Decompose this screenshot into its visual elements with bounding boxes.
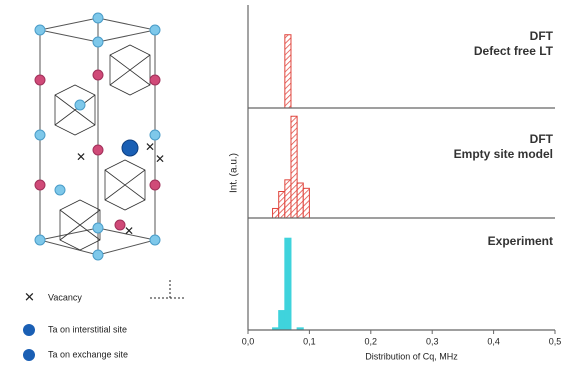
- bar: [285, 180, 291, 218]
- x-tick-label: 0,0: [242, 336, 255, 346]
- octahedron: [110, 45, 150, 95]
- structure-legend: ✕ Vacancy Ta on interstitial site Ta on …: [23, 289, 128, 361]
- svg-text:✕: ✕: [124, 224, 134, 238]
- legend-marker: ✕: [24, 289, 35, 304]
- legend-marker: [23, 324, 35, 336]
- bar: [279, 192, 285, 219]
- crystal-structure: ✕✕ ✕✕: [35, 13, 185, 298]
- bar: [297, 183, 303, 218]
- bar: [291, 116, 297, 218]
- x-tick-label: 0,2: [365, 336, 378, 346]
- axes-icon: [150, 280, 185, 298]
- x-axis-label: Distribution of Cq, MHz: [365, 351, 458, 361]
- bar: [285, 35, 291, 108]
- x-tick-label: 0,1: [303, 336, 316, 346]
- unit-cell: [40, 18, 155, 255]
- svg-text:✕: ✕: [76, 150, 86, 164]
- bar: [285, 238, 291, 330]
- panel-label: Experiment: [488, 234, 553, 248]
- y-axis-label: Int. (a.u.): [229, 153, 240, 193]
- bar: [279, 311, 285, 330]
- bar: [273, 208, 279, 218]
- panel-label: Empty site model: [454, 147, 553, 161]
- ta-interstitial: [122, 140, 138, 156]
- bar: [303, 188, 309, 218]
- panel-label: DFT: [530, 29, 554, 43]
- legend-label: Ta on exchange site: [48, 349, 128, 359]
- x-tick-label: 0,4: [487, 336, 500, 346]
- octahedron: [105, 160, 145, 210]
- octahedron: [55, 85, 95, 135]
- legend-marker: [23, 349, 35, 361]
- panel-label: DFT: [530, 132, 554, 146]
- svg-text:✕: ✕: [155, 152, 165, 166]
- panel-label: Defect free LT: [474, 44, 554, 58]
- legend-label: Vacancy: [48, 292, 82, 302]
- figure: ✕✕ ✕✕ ✕ Vacancy Ta on interstitial site …: [0, 0, 561, 368]
- legend-label: Ta on interstitial site: [48, 324, 127, 334]
- x-tick-label: 0,3: [426, 336, 439, 346]
- x-tick-label: 0,5: [549, 336, 561, 346]
- svg-text:✕: ✕: [145, 140, 155, 154]
